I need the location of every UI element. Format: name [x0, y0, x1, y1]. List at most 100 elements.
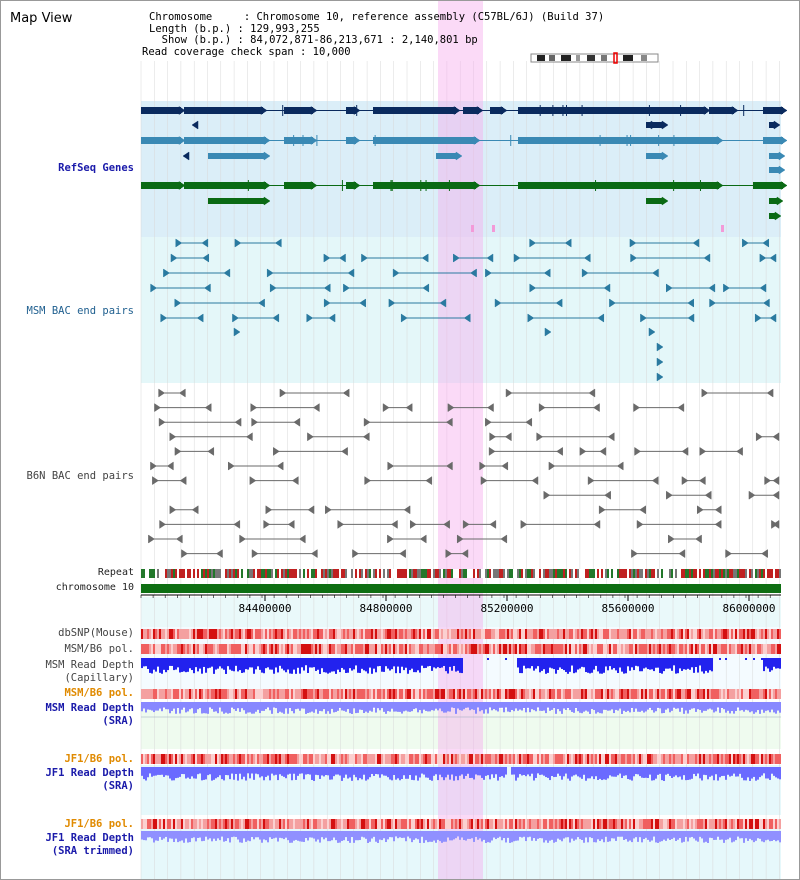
repeat-mark	[657, 569, 659, 578]
msm-pol-cell	[151, 644, 153, 654]
depth-bar	[409, 767, 411, 776]
jf1-pol2-cell	[291, 819, 293, 829]
depth-bar	[423, 658, 425, 669]
msm-pol-cell	[521, 644, 523, 654]
depth-bar	[669, 831, 671, 841]
repeat-mark	[653, 569, 655, 578]
depth-bar	[693, 831, 695, 839]
repeat-mark	[649, 569, 651, 578]
dbsnp-cell	[373, 629, 375, 639]
track-label-jf1-pol-1[interactable]: JF1/B6 pol.	[64, 753, 134, 765]
depth-bar	[209, 702, 211, 708]
dbsnp-cell	[583, 629, 585, 639]
dbsnp-cell	[383, 629, 385, 639]
depth-bar	[319, 831, 321, 843]
depth-bar	[159, 702, 161, 709]
depth-bar	[549, 767, 551, 781]
dbsnp-cell	[303, 629, 305, 639]
track-label-msm-depth-capillary[interactable]: MSM Read Depth	[45, 659, 134, 671]
depth-bar	[415, 767, 417, 776]
depth-bar	[731, 767, 733, 776]
axis-bg	[141, 597, 781, 627]
track-label-msm-depth-sra[interactable]: MSM Read Depth	[45, 702, 134, 714]
repeat-mark	[485, 569, 487, 578]
repeat-mark	[717, 569, 719, 578]
jf1-pol-cell	[623, 754, 625, 764]
depth-bar	[515, 767, 517, 781]
msm-bac-end	[323, 298, 331, 308]
msm-pol2-cell	[747, 689, 749, 699]
depth-bar	[395, 831, 397, 837]
track-label-repeat[interactable]: Repeat	[97, 567, 134, 578]
depth-bar	[343, 831, 345, 841]
depth-bar	[467, 702, 469, 708]
depth-bar	[545, 658, 547, 674]
msm-pol-cell	[329, 644, 331, 654]
dbsnp-cell	[283, 629, 285, 639]
jf1-pol-cell	[153, 754, 155, 764]
depth-bar	[669, 658, 671, 669]
track-label-jf1-depth-sra[interactable]: JF1 Read Depth	[45, 767, 134, 779]
track-label-b6n-bac[interactable]: B6N BAC end pairs	[26, 470, 134, 482]
repeat-mark	[757, 569, 759, 578]
dbsnp-cell	[389, 629, 391, 639]
depth-bar	[405, 658, 407, 668]
depth-bar	[379, 702, 381, 711]
jf1-pol-cell	[689, 754, 691, 764]
msm-pol2-cell	[153, 689, 155, 699]
depth-bar	[237, 831, 239, 840]
msm-pol2-cell	[525, 689, 527, 699]
depth-bar	[199, 658, 201, 669]
depth-bar	[215, 702, 217, 712]
gene-strand-arrow	[260, 106, 268, 115]
repeat-mark	[277, 569, 279, 578]
depth-bar	[281, 767, 283, 776]
track-label-refseq[interactable]: RefSeq Genes	[58, 162, 134, 174]
dbsnp-cell	[423, 629, 425, 639]
msm-pol2-cell	[237, 689, 239, 699]
depth-bar	[721, 767, 723, 776]
jf1-pol-cell	[211, 754, 213, 764]
msm-pol2-cell	[779, 689, 781, 699]
msm-pol2-cell	[471, 689, 473, 699]
depth-bar	[601, 767, 603, 781]
track-label-jf1-depth-trimmed[interactable]: JF1 Read Depth	[45, 832, 134, 844]
msm-pol-cell	[689, 644, 691, 654]
track-label-msm-bac[interactable]: MSM BAC end pairs	[26, 305, 134, 317]
jf1-pol2-cell	[623, 819, 625, 829]
msm-pol2-cell	[517, 689, 519, 699]
depth-bar	[573, 702, 575, 713]
depth-bar	[283, 702, 285, 714]
msm-pol-cell	[269, 644, 271, 654]
depth-bar	[765, 658, 767, 667]
track-label-msm-pol-1[interactable]: MSM/B6 pol.	[64, 643, 134, 655]
jf1-pol-cell	[307, 754, 309, 764]
depth-bar	[231, 831, 233, 838]
depth-bar	[249, 831, 251, 842]
msm-pol2-cell	[307, 689, 309, 699]
msm-pol-cell	[275, 644, 277, 654]
depth-bar	[287, 767, 289, 775]
depth-bar	[463, 702, 465, 710]
jf1-pol-cell	[453, 754, 455, 764]
jf1-pol-cell	[715, 754, 717, 764]
depth-bar	[585, 702, 587, 711]
repeat-mark	[779, 569, 781, 578]
jf1-pol2-cell	[717, 819, 719, 829]
track-label-chromosome[interactable]: chromosome 10	[55, 582, 134, 593]
b6n-bac-end	[325, 505, 332, 515]
chromosome-line: Chromosome : Chromosome 10, reference as…	[149, 11, 605, 23]
b6n-bac-end	[233, 519, 241, 529]
track-label-dbsnp[interactable]: dbSNP(Mouse)	[58, 627, 134, 639]
dbsnp-cell	[247, 629, 249, 639]
msm-pol-cell	[303, 644, 305, 654]
jf1-pol-cell	[753, 754, 755, 764]
depth-bar	[373, 702, 375, 708]
jf1-pol2-cell	[437, 819, 439, 829]
depth-bar	[195, 831, 197, 842]
depth-bar	[403, 831, 405, 838]
track-label-msm-pol-2[interactable]: MSM/B6 pol.	[64, 687, 134, 699]
track-label-jf1-pol-2[interactable]: JF1/B6 pol.	[64, 818, 134, 830]
depth-bar	[673, 658, 675, 666]
